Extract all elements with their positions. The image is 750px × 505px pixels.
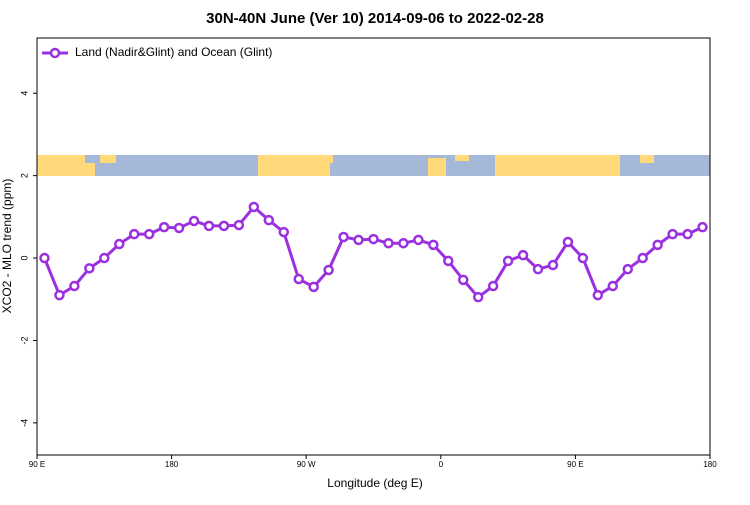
data-point [502,255,514,267]
x-tick-label: 180 [165,460,179,469]
data-point [487,280,499,292]
chart-title: 30N-40N June (Ver 10) 2014-09-06 to 2022… [206,10,544,27]
data-point [667,228,678,240]
data-point [173,222,185,234]
data-point [233,219,245,231]
data-point [54,289,65,301]
data-point [114,238,125,250]
data-point [69,280,80,292]
data-point [413,234,424,246]
data-point [592,289,604,301]
map-strip [37,155,710,176]
data-point [218,220,230,232]
data-point [188,215,200,227]
x-tick-label: 90 W [297,460,316,469]
data-point [443,255,454,267]
data-point [383,237,394,249]
legend-label: Land (Nadir&Glint) and Ocean (Glint) [75,45,272,59]
data-point [517,249,529,261]
data-point [143,228,155,240]
data-point [457,274,469,286]
x-tick-label: 180 [703,460,717,469]
legend-marker [49,47,61,59]
data-point [697,221,708,233]
data-point [203,220,215,232]
y-tick-label: 2 [19,173,29,178]
data-point [84,263,95,274]
data-point [622,263,633,275]
x-tick-label: 0 [439,460,444,469]
y-tick-label: -4 [19,419,29,427]
data-point [39,252,50,264]
data-point [637,252,648,264]
plot-frame [36,37,711,456]
data-point [308,281,319,293]
data-point [472,291,484,303]
x-tick-label: 90 E [567,460,583,469]
data-point [263,214,275,226]
data-point [577,252,589,264]
data-point [547,259,559,271]
y-tick-label: 4 [19,91,29,96]
data-point [532,263,544,275]
data-point [158,221,170,233]
data-point [99,252,110,264]
data-point [128,228,140,240]
x-axis-label: Longitude (deg E) [327,476,422,490]
data-point [562,236,574,248]
data-point [607,280,619,292]
data-point [428,239,439,251]
x-tick-label: 90 E [29,460,45,469]
y-tick-label: 0 [19,256,29,261]
data-point [368,233,379,245]
data-point [682,228,693,240]
data-point [338,231,349,243]
y-tick-label: -2 [19,336,29,344]
data-point [353,234,364,246]
data-point [248,201,260,213]
y-axis-label: XCO2 - MLO trend (ppm) [0,179,14,314]
data-point [293,273,304,285]
data-point [398,237,409,249]
data-point [278,226,290,238]
data-point [323,264,334,276]
data-point [652,239,663,251]
